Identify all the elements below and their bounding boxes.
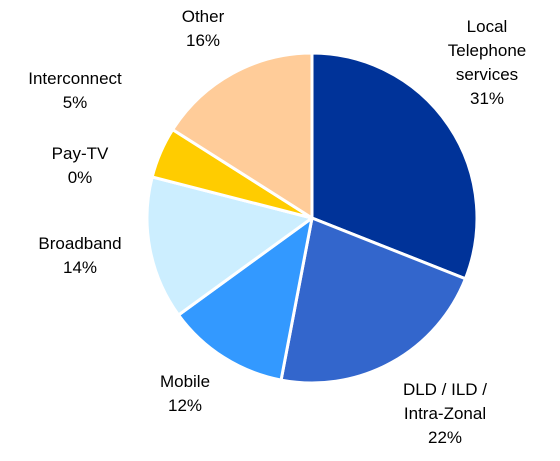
value-label: 12%	[167, 396, 203, 415]
slice-label: Local Telephone services 31%	[422, 15, 552, 111]
category-label: Local Telephone services	[447, 17, 527, 84]
value-label: 0%	[67, 168, 93, 187]
category-label: Interconnect	[28, 69, 122, 88]
value-label: 14%	[62, 258, 98, 277]
slice-label: Pay-TV 0%	[15, 142, 145, 190]
slice-label: Mobile 12%	[120, 370, 250, 418]
pie-slice	[145, 175, 314, 317]
pie-slice	[279, 216, 467, 385]
pie-slice	[177, 216, 314, 382]
category-label: DLD / ILD / Intra-Zonal	[402, 380, 488, 423]
slice-label: Interconnect 5%	[10, 67, 140, 115]
category-label: Pay-TV	[51, 144, 109, 163]
pie-slice	[310, 51, 479, 281]
value-label: 5%	[62, 93, 88, 112]
slice-label: Other 16%	[138, 5, 268, 53]
slice-label: Broadband 14%	[15, 232, 145, 280]
value-label: 22%	[427, 428, 463, 447]
value-label: 31%	[469, 89, 505, 108]
category-label: Other	[181, 7, 225, 26]
value-label: 16%	[185, 31, 221, 50]
category-label: Mobile	[159, 372, 211, 391]
pie-slice	[171, 51, 314, 220]
slice-label: DLD / ILD / Intra-Zonal 22%	[380, 378, 510, 450]
category-label: Broadband	[38, 234, 122, 253]
